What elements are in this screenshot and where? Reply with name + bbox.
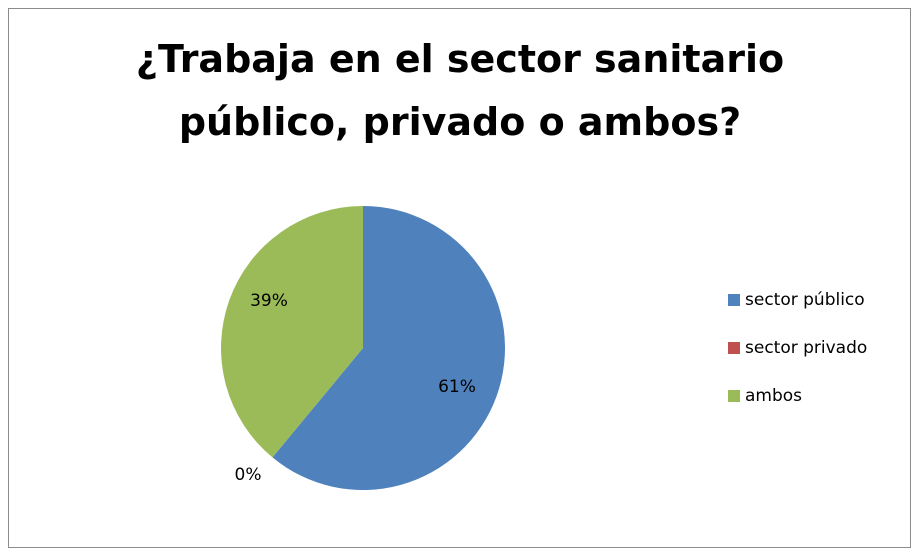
legend-swatch-sector-privado — [728, 341, 740, 354]
chart-title: ¿Trabaja en el sector sanitario público,… — [0, 28, 920, 154]
legend-label-sector-publico: sector público — [745, 289, 865, 310]
pie-slice-ambos — [221, 206, 363, 458]
pie-chart: 61% 0% 39% — [221, 206, 505, 491]
legend-swatch-sector-publico — [728, 293, 740, 306]
chart-title-line-1: ¿Trabaja en el sector sanitario — [135, 37, 785, 81]
legend-label-sector-privado: sector privado — [745, 337, 868, 358]
chart-title-line-2: público, privado o ambos? — [178, 100, 742, 144]
data-label-ambos: 39% — [250, 291, 288, 311]
legend-swatch-ambos — [728, 389, 740, 402]
legend-label-ambos: ambos — [745, 385, 803, 406]
legend-item-sector-privado: sector privado — [728, 334, 867, 361]
legend-item-sector-publico: sector público — [728, 286, 867, 313]
legend: sector público sector privado ambos — [728, 286, 867, 430]
data-label-sector-publico: 61% — [438, 377, 476, 397]
data-label-sector-privado: 0% — [235, 465, 262, 485]
pie-slice-sector-publico — [272, 206, 505, 491]
legend-item-ambos: ambos — [728, 382, 867, 409]
